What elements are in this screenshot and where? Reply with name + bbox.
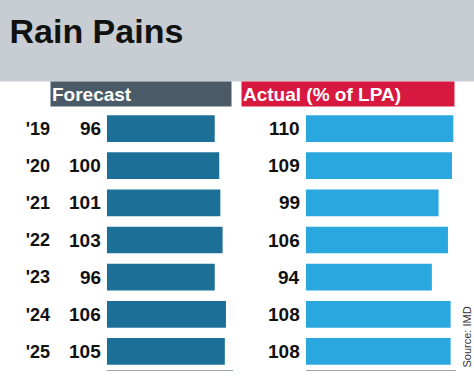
svg-text:101: 101 [69,192,101,213]
svg-text:109: 109 [268,155,300,176]
svg-text:103: 103 [69,230,101,251]
svg-text:106: 106 [268,230,300,251]
svg-text:Forecast: Forecast [52,84,132,105]
svg-text:'22: '22 [26,230,50,250]
svg-text:99: 99 [279,192,300,213]
svg-text:100: 100 [69,155,101,176]
svg-text:Source: IMD: Source: IMD [461,306,473,367]
svg-text:Actual (% of LPA): Actual (% of LPA) [243,84,401,105]
svg-text:94: 94 [278,267,300,288]
svg-text:'24: '24 [26,305,50,325]
svg-text:105: 105 [69,341,101,362]
svg-text:106: 106 [69,304,101,325]
svg-text:Rain Pains: Rain Pains [9,12,183,50]
svg-text:108: 108 [268,304,300,325]
svg-text:'19: '19 [26,119,50,139]
svg-text:'25: '25 [26,342,50,362]
svg-text:110: 110 [269,118,300,139]
svg-text:96: 96 [80,118,101,139]
svg-text:108: 108 [268,341,300,362]
svg-text:'21: '21 [26,193,50,213]
svg-text:96: 96 [80,267,101,288]
svg-text:'23: '23 [26,267,50,287]
svg-text:'20: '20 [26,156,50,176]
